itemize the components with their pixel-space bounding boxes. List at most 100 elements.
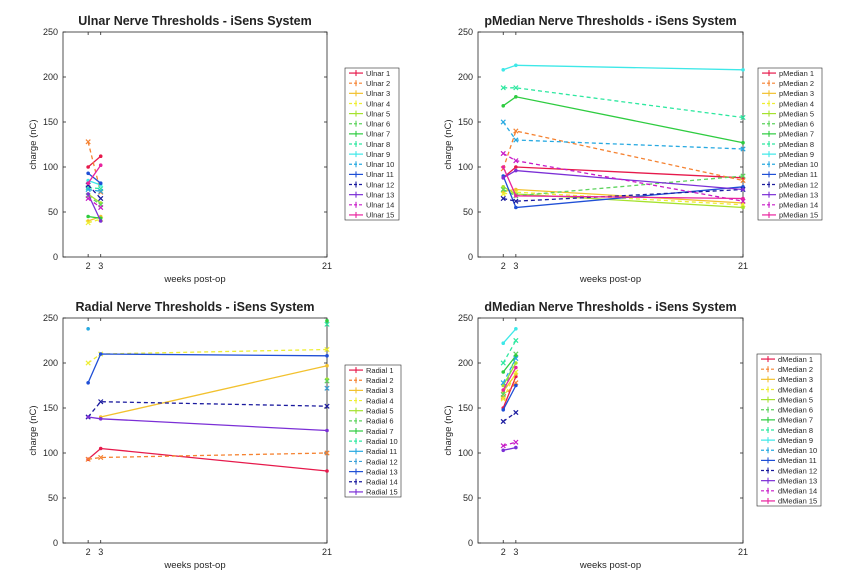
legend-label: pMedian 6 — [779, 120, 814, 129]
legend-label: Radial 15 — [366, 488, 398, 497]
legend-label: dMedian 1 — [778, 355, 813, 364]
legend-entry: Radial 11 — [349, 447, 397, 456]
legend-entry: Radial 4 — [349, 396, 394, 405]
data-point — [500, 119, 506, 125]
data-point — [325, 469, 329, 473]
data-point — [501, 68, 506, 72]
data-point — [513, 198, 519, 204]
y-tick-label: 250 — [43, 313, 58, 323]
legend-label: Ulnar 13 — [366, 190, 394, 199]
data-point — [85, 139, 91, 145]
data-point — [741, 68, 745, 72]
legend-entry: dMedian 9 — [761, 436, 813, 445]
data-point — [85, 360, 91, 366]
data-point — [500, 396, 506, 402]
series-line — [502, 385, 517, 411]
y-tick-label: 150 — [43, 403, 58, 413]
series-11 — [501, 383, 518, 412]
legend-entry: Radial 12 — [349, 457, 398, 466]
legend-label: Ulnar 12 — [366, 180, 394, 189]
series-7 — [501, 354, 518, 374]
data-point — [86, 165, 90, 169]
data-point — [501, 341, 506, 346]
legend-label: Ulnar 9 — [366, 150, 390, 159]
chart-panel-1: Ulnar Nerve Thresholds - iSens System 0 50… — [28, 14, 400, 285]
data-point — [513, 137, 519, 143]
y-tick-label: 100 — [43, 162, 58, 172]
data-point — [501, 370, 506, 374]
series-13 — [86, 192, 103, 223]
legend-label: Ulnar 15 — [366, 211, 394, 220]
y-tick-label: 100 — [458, 448, 473, 458]
legend-entry: pMedian 1 — [762, 69, 814, 78]
data-point — [514, 63, 518, 68]
data-point — [500, 360, 506, 366]
legend-entry: dMedian 4 — [761, 385, 813, 394]
legend-entry: Ulnar 13 — [349, 190, 394, 199]
y-tick-label: 150 — [458, 117, 473, 127]
data-point — [85, 195, 91, 202]
legend-entry: Radial 15 — [349, 488, 398, 497]
series-12 — [500, 409, 519, 425]
data-point — [501, 408, 506, 412]
legend-label: pMedian 3 — [779, 89, 814, 98]
y-tick-label: 0 — [53, 252, 58, 262]
data-point — [86, 171, 90, 176]
legend-label: dMedian 5 — [778, 395, 813, 404]
series-10 — [500, 355, 519, 386]
legend-entry: Ulnar 1 — [349, 69, 390, 78]
series-line — [503, 446, 517, 451]
legend-entry: pMedian 14 — [762, 201, 818, 210]
legend-entry: pMedian 6 — [762, 120, 814, 129]
data-point — [500, 186, 506, 193]
y-tick-label: 200 — [43, 358, 58, 368]
legend-entry: Radial 7 — [349, 427, 394, 436]
data-point — [98, 219, 103, 223]
legend-label: dMedian 11 — [778, 456, 817, 465]
series-1 — [86, 446, 329, 473]
data-point — [98, 204, 104, 211]
data-point — [325, 428, 329, 433]
legend-entry: Ulnar 4 — [349, 99, 390, 108]
legend-label: pMedian 9 — [779, 150, 814, 159]
axes-box — [477, 317, 744, 544]
data-point — [324, 403, 330, 409]
y-tick-label: 250 — [43, 27, 58, 37]
legend-entry: Radial 6 — [349, 417, 394, 426]
legend-entry: pMedian 15 — [762, 211, 818, 220]
data-point — [85, 186, 91, 193]
legend-label: Ulnar 6 — [366, 120, 390, 129]
legend-entry: Radial 13 — [349, 467, 398, 476]
legend-entry: Ulnar 11 — [349, 170, 394, 179]
legend-entry: dMedian 11 — [761, 456, 817, 465]
series-line — [502, 371, 517, 400]
series-line — [503, 188, 744, 202]
data-point — [85, 456, 91, 462]
data-point — [740, 146, 746, 152]
series-10 — [324, 385, 330, 391]
data-point — [500, 380, 506, 386]
legend-label: Ulnar 3 — [366, 89, 390, 98]
legend-label: Ulnar 14 — [366, 201, 394, 210]
legend-entry: dMedian 1 — [761, 355, 813, 364]
legend-entry: pMedian 10 — [762, 160, 818, 169]
legend-entry: dMedian 5 — [761, 395, 813, 404]
series-line — [87, 193, 102, 222]
series-9 — [501, 63, 745, 72]
chart-title: dMedian Nerve Thresholds - iSens System — [484, 300, 736, 314]
legend-entry: Ulnar 14 — [349, 201, 394, 210]
data-point — [501, 176, 506, 180]
data-point — [514, 165, 518, 169]
chart-title: pMedian Nerve Thresholds - iSens System — [484, 14, 736, 28]
series-line — [88, 188, 101, 192]
series-line — [502, 376, 517, 409]
data-point — [324, 450, 330, 456]
x-axis-label: weeks post-op — [579, 274, 641, 285]
x-axis-label: weeks post-op — [579, 560, 641, 571]
legend-label: Radial 5 — [366, 406, 394, 415]
data-point — [501, 448, 506, 453]
series-8 — [500, 85, 746, 121]
series-14 — [500, 150, 746, 204]
